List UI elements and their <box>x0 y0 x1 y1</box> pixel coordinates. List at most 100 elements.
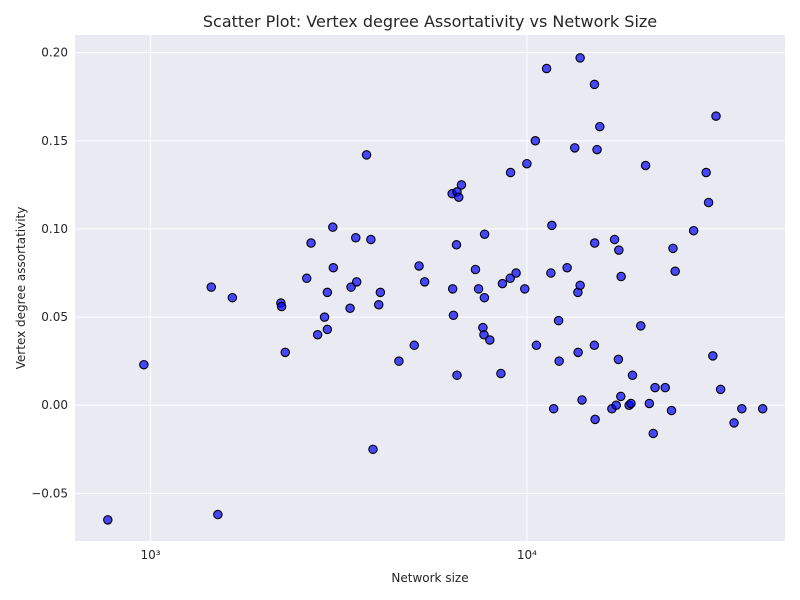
data-point <box>589 79 600 90</box>
x-axis-label: Network size <box>391 571 468 585</box>
data-point <box>575 280 585 291</box>
data-point <box>613 354 624 365</box>
y-axis-label: Vertex degree assortativity <box>14 207 28 370</box>
x-tick-labels: 10³ 10⁴ <box>140 548 537 562</box>
data-point <box>569 143 580 153</box>
data-point <box>394 356 404 366</box>
data-point <box>328 222 338 232</box>
y-tick-label: 0.10 <box>41 222 68 236</box>
data-point <box>616 271 626 282</box>
data-point <box>627 370 638 381</box>
data-point <box>366 234 376 245</box>
data-point <box>589 340 600 351</box>
data-point <box>479 329 489 340</box>
y-tick-label: 0.05 <box>41 310 68 324</box>
data-point <box>456 180 467 190</box>
data-point <box>590 414 600 425</box>
data-point <box>595 121 605 132</box>
data-point <box>531 340 542 351</box>
data-point <box>452 370 462 381</box>
data-point <box>511 268 521 278</box>
y-tick-label: 0.00 <box>41 398 68 412</box>
data-point <box>548 404 559 414</box>
data-point <box>575 53 585 63</box>
data-point <box>306 238 316 248</box>
data-point <box>616 391 626 402</box>
data-point <box>496 368 506 379</box>
data-point <box>346 282 356 292</box>
data-point <box>650 382 660 393</box>
data-point <box>453 192 464 202</box>
y-tick-label: 0.15 <box>41 134 68 148</box>
data-point <box>592 144 602 155</box>
data-point <box>505 167 516 178</box>
x-tick-label: 10⁴ <box>517 548 537 562</box>
x-tick-label: 10³ <box>140 548 160 562</box>
data-point <box>312 329 323 340</box>
data-point <box>522 158 532 169</box>
data-point <box>103 515 113 525</box>
data-point <box>322 324 333 335</box>
data-point <box>328 262 339 273</box>
data-point <box>530 136 541 146</box>
data-point <box>301 273 312 284</box>
data-point <box>280 347 290 358</box>
data-point <box>701 167 711 178</box>
data-point <box>479 229 490 239</box>
data-point <box>553 315 564 326</box>
data-point <box>473 284 484 294</box>
data-point <box>666 405 677 416</box>
data-point <box>729 418 739 428</box>
data-point <box>711 111 721 121</box>
data-point <box>541 63 552 74</box>
data-point <box>547 220 557 231</box>
data-point <box>611 400 621 410</box>
data-point <box>573 347 583 358</box>
data-point <box>319 312 330 322</box>
data-point <box>206 282 217 292</box>
data-point <box>520 284 530 294</box>
data-point <box>668 243 678 254</box>
data-point <box>447 284 458 294</box>
data-point <box>640 160 651 171</box>
data-point <box>708 351 718 361</box>
data-point <box>660 382 670 393</box>
data-point <box>554 356 564 366</box>
data-point <box>479 292 490 303</box>
data-point <box>609 234 620 245</box>
data-point <box>648 428 658 439</box>
data-point <box>485 335 495 345</box>
data-point <box>368 444 378 455</box>
data-point <box>448 310 459 321</box>
data-point <box>351 277 362 287</box>
data-point <box>374 299 384 310</box>
data-point <box>322 287 333 298</box>
data-point <box>470 264 481 275</box>
data-point <box>644 398 655 409</box>
data-point <box>757 404 768 414</box>
data-point <box>345 303 355 314</box>
data-point <box>688 225 699 236</box>
data-point <box>361 150 372 160</box>
data-point <box>636 321 646 331</box>
data-point <box>139 359 149 370</box>
data-point <box>451 240 462 250</box>
y-tick-labels: −0.05 0.00 0.05 0.10 0.15 0.20 <box>31 46 68 501</box>
chart-title: Scatter Plot: Vertex degree Assortativit… <box>203 12 657 31</box>
data-points <box>103 53 768 525</box>
data-point <box>505 273 515 284</box>
data-point <box>375 287 386 298</box>
y-tick-label: −0.05 <box>31 486 68 500</box>
grid-lines <box>75 35 785 541</box>
data-point <box>227 292 238 303</box>
plot-area <box>75 35 785 541</box>
data-point <box>589 238 600 248</box>
data-point <box>414 261 424 271</box>
data-point <box>670 266 680 277</box>
data-point <box>614 245 624 255</box>
data-point <box>546 268 556 278</box>
data-point <box>213 509 223 520</box>
data-point <box>737 404 747 414</box>
data-point <box>276 301 287 312</box>
